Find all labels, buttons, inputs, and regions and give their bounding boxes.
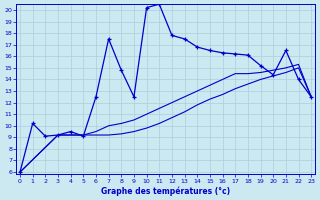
X-axis label: Graphe des températures (°c): Graphe des températures (°c) <box>101 186 230 196</box>
